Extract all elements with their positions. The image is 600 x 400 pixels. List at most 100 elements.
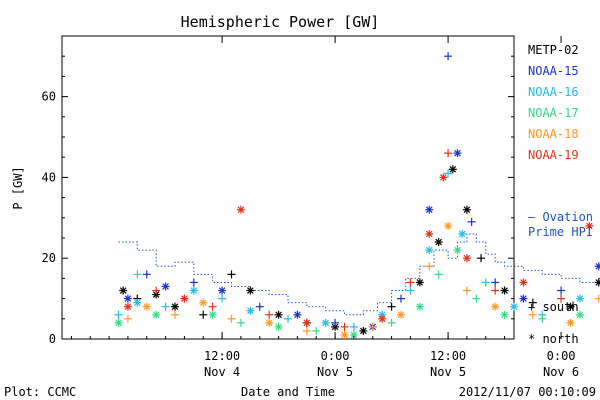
south-point <box>397 294 405 303</box>
legend: METP-02 NOAA-15 NOAA-16 NOAA-17 NOAA-18 NOAA-… <box>528 43 579 162</box>
south-point <box>462 286 471 295</box>
south-point <box>114 310 123 319</box>
north-point <box>378 314 387 323</box>
plot-frame <box>61 35 515 340</box>
north-point <box>123 302 132 311</box>
series-noaa-18 <box>123 221 600 339</box>
south-point <box>444 169 453 178</box>
ovation-step-path <box>118 233 600 316</box>
south-point <box>284 314 292 323</box>
north-point <box>594 278 600 287</box>
legend-entry-noaa-17: NOAA-17 <box>528 106 579 120</box>
south-point <box>340 322 349 331</box>
north-point <box>491 302 500 311</box>
north-point <box>340 330 349 339</box>
south-point <box>444 52 453 61</box>
north-point <box>500 310 509 319</box>
data-points <box>114 52 600 339</box>
legend-entry-noaa-16: NOAA-16 <box>528 85 579 99</box>
south-point <box>199 310 208 319</box>
south-point <box>528 310 537 319</box>
north-point <box>302 318 311 327</box>
north-point <box>519 294 528 303</box>
north-point <box>293 310 302 319</box>
north-point <box>434 238 443 247</box>
north-point <box>453 246 462 255</box>
north-point <box>566 302 575 311</box>
north-point <box>189 286 198 295</box>
y-tick-label: 20 <box>42 251 56 265</box>
north-point <box>575 294 584 303</box>
legend-ovation-line1: – Ovation <box>528 210 593 224</box>
legend-entry-metp-02: METP-02 <box>528 43 579 57</box>
south-point <box>255 302 264 311</box>
south-point <box>406 286 415 295</box>
south-point <box>142 270 151 279</box>
south-point <box>434 270 443 279</box>
plot-credit: Plot: CCMC <box>4 385 76 399</box>
north-point <box>453 149 462 158</box>
south-point <box>302 326 311 335</box>
north-point <box>415 302 424 311</box>
north-point <box>236 205 245 214</box>
series-metp-02 <box>119 165 600 335</box>
south-point <box>425 262 434 271</box>
x-tick-date-label: Nov 5 <box>317 365 353 379</box>
north-point <box>425 205 434 214</box>
legend-ovation-line2: Prime HPI <box>528 225 593 239</box>
north-point <box>575 310 584 319</box>
south-point <box>387 318 396 327</box>
south-point <box>152 286 161 295</box>
north-point <box>161 282 170 291</box>
south-point <box>123 314 132 323</box>
south-point <box>491 278 500 287</box>
south-point <box>171 310 179 319</box>
north-point <box>439 173 448 182</box>
ovation-hpi-line <box>118 233 600 316</box>
north-point <box>218 286 227 295</box>
north-point <box>265 318 274 327</box>
north-point <box>458 229 467 238</box>
south-point <box>368 322 377 331</box>
north-point <box>585 221 594 230</box>
north-point <box>274 322 283 331</box>
south-point <box>444 149 453 158</box>
legend-entry-noaa-18: NOAA-18 <box>528 127 579 141</box>
north-point <box>321 318 330 327</box>
south-point <box>557 294 566 303</box>
south-point <box>227 314 236 323</box>
south-point <box>331 318 340 327</box>
north-point <box>448 165 457 174</box>
south-point <box>557 286 566 295</box>
chart-title: Hemispheric Power [GW] <box>181 13 380 31</box>
north-point <box>519 278 528 287</box>
north-point <box>566 318 575 327</box>
north-point <box>397 310 405 319</box>
legend-entry-noaa-15: NOAA-15 <box>528 64 579 78</box>
y-tick-label: 60 <box>42 90 56 104</box>
south-point <box>594 294 600 303</box>
legend-south: + south <box>528 300 579 314</box>
x-tick-time-label: 12:00 <box>204 349 240 363</box>
south-point <box>538 314 547 323</box>
north-point <box>123 294 132 303</box>
y-axis-ticks: 0 20 40 60 <box>42 55 514 346</box>
north-point <box>119 286 128 295</box>
y-tick-label: 40 <box>42 170 56 184</box>
north-point <box>444 221 453 230</box>
y-tick-label: 0 <box>49 332 56 346</box>
x-axis-label: Date and Time <box>241 385 335 399</box>
x-tick-date-label: Nov 6 <box>543 365 579 379</box>
north-point <box>199 298 208 307</box>
north-point <box>142 302 151 311</box>
south-point <box>528 298 537 307</box>
north-point <box>152 310 161 319</box>
south-point <box>387 302 396 311</box>
legend-entry-noaa-19: NOAA-19 <box>528 148 579 162</box>
north-point <box>208 310 217 319</box>
north-point <box>425 229 434 238</box>
south-point <box>481 278 490 287</box>
south-point <box>133 270 142 279</box>
plot-timestamp: 2012/11/07 00:10:09 <box>459 385 596 399</box>
south-point <box>189 278 198 287</box>
